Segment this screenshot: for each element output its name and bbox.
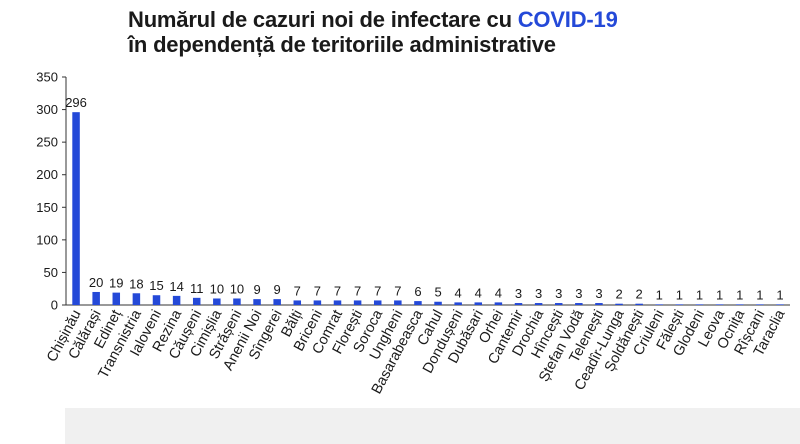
data-label: 3: [575, 286, 582, 301]
bar-22: [514, 303, 523, 305]
bar-16: [394, 300, 402, 305]
bar-18: [434, 301, 442, 305]
data-label: 11: [190, 281, 204, 296]
bar-14: [353, 300, 362, 305]
bar-28: [635, 303, 643, 305]
data-label: 4: [455, 285, 462, 300]
bar-23: [534, 303, 543, 305]
bar-10: [273, 299, 281, 305]
y-tick-label: 0: [51, 298, 58, 313]
bar-11: [293, 300, 302, 305]
bar-32: [715, 304, 724, 305]
y-tick-label: 200: [36, 167, 58, 182]
data-label: 18: [129, 276, 143, 291]
y-tick-label: 150: [36, 200, 58, 215]
bar-29: [655, 304, 664, 305]
chart-title: Numărul de cazuri noi de infectare cu CO…: [128, 7, 728, 57]
data-label: 2: [615, 287, 622, 302]
data-label: 1: [696, 287, 703, 302]
bar-1: [92, 291, 100, 305]
chart-title-accent: COVID-19: [517, 7, 618, 32]
data-label: 3: [515, 286, 522, 301]
data-label: 9: [253, 282, 260, 297]
data-label: 1: [736, 287, 743, 302]
y-tick-label: 100: [36, 232, 58, 247]
data-label: 296: [65, 95, 87, 110]
bar-2: [112, 292, 121, 305]
bar-6: [192, 297, 201, 305]
data-label: 5: [434, 285, 441, 300]
y-tick-label: 50: [44, 265, 58, 280]
data-label: 20: [89, 275, 103, 290]
bar-15: [373, 300, 382, 305]
data-label: 3: [535, 286, 542, 301]
data-label: 1: [676, 287, 683, 302]
bar-5: [172, 295, 181, 305]
bar-25: [575, 303, 583, 305]
data-label: 7: [354, 283, 361, 298]
y-tick-label: 300: [36, 102, 58, 117]
bar-9: [253, 299, 261, 305]
data-label: 2: [636, 287, 643, 302]
bar-34: [756, 304, 764, 305]
data-label: 9: [274, 282, 281, 297]
data-label: 7: [334, 283, 341, 298]
bar-31: [695, 304, 704, 305]
bar-7: [213, 298, 221, 305]
data-label: 7: [314, 283, 321, 298]
data-label: 14: [169, 279, 183, 294]
data-label: 4: [475, 285, 482, 300]
data-label: 19: [109, 276, 123, 291]
bar-4: [152, 295, 161, 305]
bottom-left-panel: [0, 408, 65, 444]
bar-8: [233, 298, 241, 305]
chart-title-line1: Numărul de cazuri noi de infectare cu CO…: [128, 7, 728, 32]
bar-3: [132, 293, 141, 305]
bar-19: [454, 302, 462, 305]
bar-24: [554, 303, 563, 305]
bar-33: [735, 304, 744, 305]
bar-20: [474, 302, 483, 305]
bottom-strip: [65, 408, 800, 444]
data-label: 7: [394, 283, 401, 298]
data-label: 10: [210, 281, 224, 296]
y-tick-label: 250: [36, 135, 58, 150]
bar-30: [675, 304, 684, 305]
chart-title-line2: în dependență de teritoriile administrat…: [128, 32, 556, 57]
bar-21: [494, 302, 503, 305]
chart-title-prefix: Numărul de cazuri noi de infectare cu: [128, 7, 518, 32]
chart-card: [0, 0, 800, 408]
data-label: 15: [149, 278, 163, 293]
data-label: 7: [374, 283, 381, 298]
data-label: 10: [230, 281, 244, 296]
bar-13: [333, 300, 342, 305]
data-label: 4: [495, 285, 502, 300]
data-label: 6: [414, 284, 421, 299]
data-label: 3: [555, 286, 562, 301]
bar-35: [776, 304, 784, 305]
data-label: 1: [776, 287, 783, 302]
data-label: 1: [656, 287, 663, 302]
data-label: 3: [595, 286, 602, 301]
bar-17: [414, 301, 422, 305]
data-label: 7: [294, 283, 301, 298]
data-label: 1: [756, 287, 763, 302]
y-tick-label: 350: [36, 70, 58, 85]
bar-27: [615, 303, 623, 305]
bar-12: [313, 300, 322, 305]
bar-0: [72, 112, 80, 305]
data-label: 1: [716, 287, 723, 302]
bar-26: [595, 303, 603, 305]
